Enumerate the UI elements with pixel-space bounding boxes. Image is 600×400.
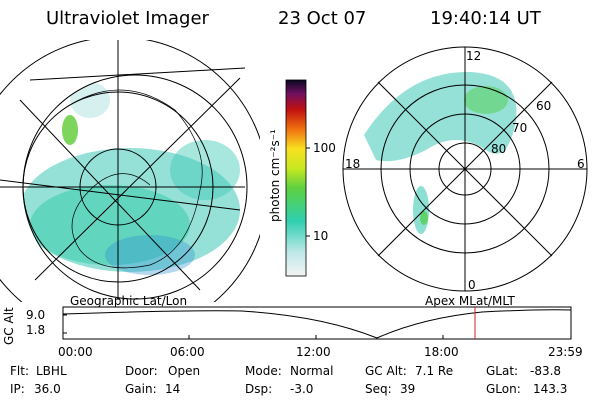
alt-xtick-0600: 06:00 <box>170 345 205 359</box>
info-mode-value: Normal <box>290 364 334 378</box>
mlat-label-80: 80 <box>491 142 507 156</box>
info-glat-label: GLat: <box>486 364 519 378</box>
alt-ytick-1.8: 1.8 <box>26 323 46 337</box>
info-ip-label: IP: <box>10 382 25 396</box>
info-dsp-label: Dsp: <box>245 382 273 396</box>
info-door-value: Open <box>168 364 201 378</box>
info-seq-value: 39 <box>400 382 416 396</box>
alt-plot <box>62 306 572 340</box>
alt-plot-frame <box>62 306 572 340</box>
alt-xtick-1200: 12:00 <box>296 345 331 359</box>
info-gain-value: 14 <box>165 382 181 396</box>
date-text: 23 Oct 07 <box>278 8 367 29</box>
colorbar-tick-10: 10 <box>313 229 329 243</box>
mlt-label-6: 6 <box>577 157 585 171</box>
mlt-label-12: 12 <box>466 49 482 63</box>
info-ip-value: 36.0 <box>34 382 61 396</box>
info-gcalt-value: 7.1 Re <box>415 364 454 378</box>
info-flt-value: LBHL <box>36 364 67 378</box>
app-title: Ultraviolet Imager <box>46 8 209 29</box>
apex-aurora-image <box>364 71 517 234</box>
info-glon-label: GLon: <box>486 382 521 396</box>
alt-curve <box>62 309 572 339</box>
colorbar-scale <box>285 79 307 277</box>
info-glat-value: -83.8 <box>530 364 562 378</box>
alt-xtick-2359: 23:59 <box>548 345 583 359</box>
time-text: 19:40:14 UT <box>430 8 541 29</box>
alt-plot-ylabel: GC Alt <box>2 307 16 345</box>
apex-grid <box>342 46 588 292</box>
apex-panel-label: Apex MLat/MLT <box>425 294 515 308</box>
info-door-label: Door: <box>125 364 158 378</box>
colorbar-tick-100: 100 <box>313 141 336 155</box>
alt-xtick-0000: 00:00 <box>58 345 93 359</box>
geo-grid <box>0 40 260 302</box>
info-dsp-value: -3.0 <box>290 382 314 396</box>
alt-xtick-1800: 18:00 <box>424 345 459 359</box>
alt-ytick-9: 9.0 <box>26 308 46 322</box>
mlt-label-18: 18 <box>345 157 361 171</box>
colorbar-label: photon cm⁻²s⁻¹ <box>268 129 282 222</box>
info-gain-label: Gain: <box>125 382 157 396</box>
colorbar <box>285 79 310 277</box>
mlat-label-60: 60 <box>536 99 552 113</box>
mlt-label-0: 0 <box>468 278 476 292</box>
info-glon-value: 143.3 <box>533 382 568 396</box>
mlat-label-70: 70 <box>512 121 528 135</box>
info-mode-label: Mode: <box>245 364 282 378</box>
info-seq-label: Seq: <box>365 382 392 396</box>
info-gcalt-label: GC Alt: <box>365 364 407 378</box>
geo-polar-map <box>0 40 260 302</box>
apex-polar-map <box>342 46 588 292</box>
info-flt-label: Flt: <box>10 364 29 378</box>
geo-panel-label: Geographic Lat/Lon <box>70 294 188 308</box>
